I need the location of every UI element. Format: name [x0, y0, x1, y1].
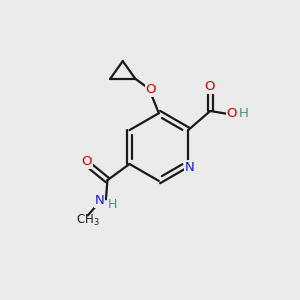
Text: O: O — [226, 107, 237, 120]
Text: N: N — [185, 161, 194, 174]
Text: O: O — [146, 83, 156, 96]
Text: CH$_3$: CH$_3$ — [76, 213, 100, 228]
Text: N: N — [94, 194, 104, 207]
Text: O: O — [82, 155, 92, 168]
Text: O: O — [204, 80, 215, 93]
Text: H: H — [239, 107, 249, 120]
Text: H: H — [108, 198, 117, 211]
